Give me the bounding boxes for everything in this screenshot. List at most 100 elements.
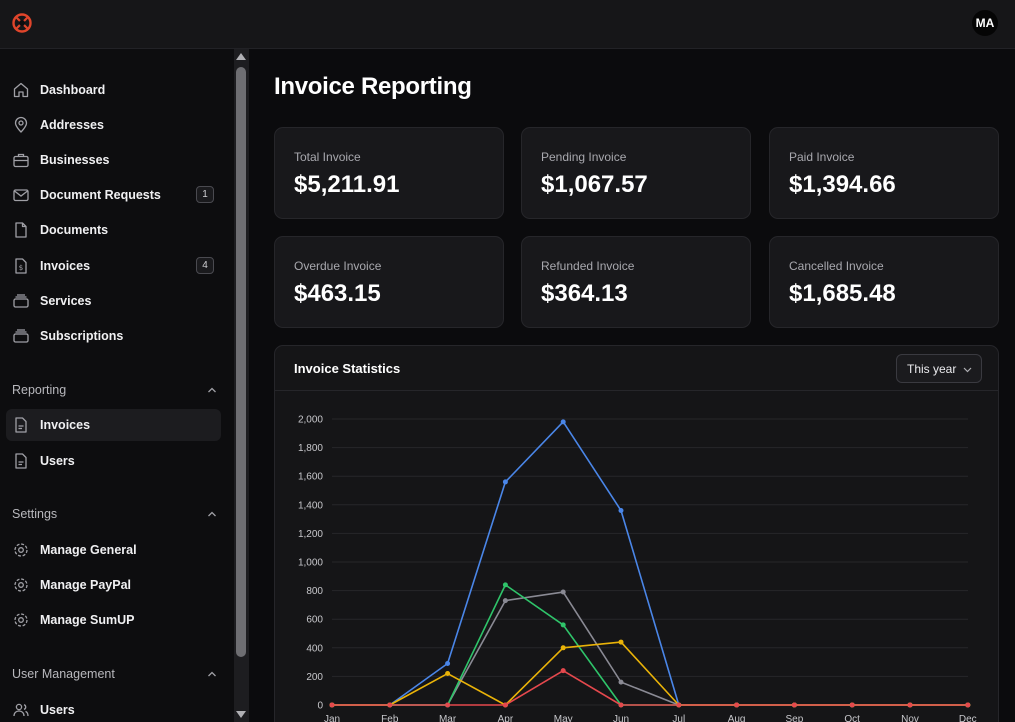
card-label: Total Invoice [294, 150, 361, 164]
briefcase-icon [13, 153, 29, 168]
sidebar-item-addresses[interactable]: Addresses [6, 109, 221, 141]
x-tick-label: Nov [901, 714, 919, 722]
sidebar-item-reporting-invoices[interactable]: Invoices [6, 409, 221, 441]
y-tick-label: 400 [306, 643, 323, 654]
card-value: $1,067.57 [541, 171, 648, 198]
x-tick-label: Jun [613, 714, 629, 722]
sidebar-item-label: Invoices [40, 259, 91, 273]
sidebar-item-documents[interactable]: Documents [6, 214, 221, 246]
data-point[interactable] [502, 479, 508, 485]
file-icon [15, 222, 27, 238]
data-point[interactable] [734, 702, 740, 708]
data-point[interactable] [502, 582, 508, 588]
data-point[interactable] [560, 668, 566, 674]
x-tick-label: Oct [844, 714, 860, 722]
home-icon [13, 82, 29, 98]
data-point[interactable] [676, 702, 682, 708]
card-label: Refunded Invoice [541, 259, 635, 273]
data-point[interactable] [849, 702, 855, 708]
data-point[interactable] [560, 645, 566, 651]
stat-card-total: Total Invoice $5,211.91 [274, 127, 504, 219]
mail-icon [13, 189, 29, 202]
sidebar-item-label: Subscriptions [40, 329, 124, 343]
data-point[interactable] [387, 702, 393, 708]
sidebar-item-document-requests[interactable]: Document Requests 1 [6, 179, 221, 211]
x-tick-label: Sep [786, 714, 804, 722]
data-point[interactable] [329, 702, 335, 708]
invoice-icon: $ [15, 258, 27, 274]
gear-icon [14, 543, 28, 557]
layers-icon [13, 294, 29, 308]
card-value: $5,211.91 [294, 171, 400, 198]
sidebar-item-subscriptions[interactable]: Subscriptions [6, 320, 221, 352]
x-tick-label: Apr [498, 714, 514, 722]
y-tick-label: 1,800 [298, 443, 323, 454]
series-line-3 [332, 641, 968, 706]
sidebar-item-label: Manage SumUP [40, 613, 135, 627]
x-tick-label: Jul [672, 714, 685, 722]
sidebar-item-reporting-users[interactable]: Users [6, 445, 221, 477]
stat-card-cancelled: Cancelled Invoice $1,685.48 [769, 236, 999, 328]
y-tick-label: 1,600 [298, 472, 323, 483]
scroll-up-arrow-icon[interactable] [236, 53, 246, 60]
series-line-2 [332, 584, 968, 706]
period-select[interactable]: This year [896, 354, 982, 383]
data-point[interactable] [560, 589, 566, 595]
data-point[interactable] [618, 639, 624, 645]
y-tick-label: 2,000 [298, 415, 323, 426]
report-icon [15, 417, 27, 433]
section-header-reporting[interactable]: Reporting [12, 380, 217, 400]
brand-logo-icon[interactable] [11, 12, 33, 34]
map-pin-icon [14, 116, 28, 133]
data-point[interactable] [445, 671, 451, 677]
panel-header: Invoice Statistics This year [275, 346, 998, 391]
section-header-settings[interactable]: Settings [12, 504, 217, 524]
x-tick-label: Dec [959, 714, 977, 722]
card-label: Paid Invoice [789, 150, 855, 164]
x-tick-label: Jan [324, 714, 340, 722]
section-label: Settings [12, 507, 58, 521]
data-point[interactable] [965, 702, 971, 708]
sidebar-item-manage-paypal[interactable]: Manage PayPal [6, 569, 221, 601]
top-bar: MA [0, 0, 1015, 49]
avatar[interactable]: MA [972, 10, 998, 36]
data-point[interactable] [618, 508, 624, 514]
data-point[interactable] [560, 622, 566, 628]
sidebar-scrollbar[interactable] [234, 49, 249, 722]
y-tick-label: 600 [306, 615, 323, 626]
sidebar-item-invoices[interactable]: $ Invoices 4 [6, 250, 221, 282]
report-icon [15, 453, 27, 469]
sidebar-item-manage-general[interactable]: Manage General [6, 534, 221, 566]
data-point[interactable] [791, 702, 797, 708]
y-tick-label: 1,200 [298, 529, 323, 540]
data-point[interactable] [445, 661, 451, 667]
sidebar-item-services[interactable]: Services [6, 285, 221, 317]
stat-card-pending: Pending Invoice $1,067.57 [521, 127, 751, 219]
period-select-value: This year [907, 361, 957, 376]
data-point[interactable] [907, 702, 913, 708]
sidebar-item-label: Users [40, 454, 75, 468]
sidebar-item-users[interactable]: Users [6, 694, 221, 722]
y-tick-label: 800 [306, 586, 323, 597]
panel-title: Invoice Statistics [294, 361, 401, 376]
sidebar-item-label: Document Requests [40, 188, 161, 202]
section-label: Reporting [12, 383, 67, 397]
sidebar-item-label: Services [40, 294, 92, 308]
data-point[interactable] [618, 679, 624, 685]
users-icon [13, 703, 29, 717]
chevron-up-icon [208, 387, 216, 393]
data-point[interactable] [502, 702, 508, 708]
scroll-thumb[interactable] [236, 67, 246, 657]
section-header-user-management[interactable]: User Management [12, 664, 217, 684]
sidebar-item-label: Manage PayPal [40, 578, 132, 592]
data-point[interactable] [560, 419, 566, 425]
data-point[interactable] [502, 598, 508, 604]
sidebar-item-manage-sumup[interactable]: Manage SumUP [6, 604, 221, 636]
data-point[interactable] [445, 702, 451, 708]
data-point[interactable] [618, 702, 624, 708]
sidebar-item-businesses[interactable]: Businesses [6, 144, 221, 176]
stat-card-paid: Paid Invoice $1,394.66 [769, 127, 999, 219]
sidebar-item-dashboard[interactable]: Dashboard [6, 74, 221, 106]
y-tick-label: 200 [306, 672, 323, 683]
scroll-down-arrow-icon[interactable] [236, 711, 246, 718]
